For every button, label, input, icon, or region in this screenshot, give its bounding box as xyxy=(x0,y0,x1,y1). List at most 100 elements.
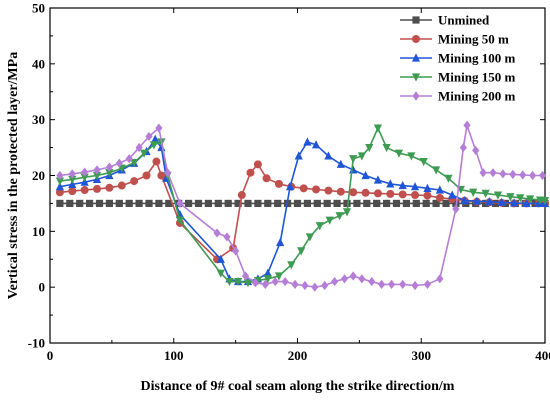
data-point xyxy=(357,152,366,161)
data-point xyxy=(263,268,272,277)
data-point xyxy=(506,193,515,202)
data-point xyxy=(264,199,272,208)
data-point xyxy=(386,179,395,188)
data-point xyxy=(469,188,478,197)
data-point xyxy=(293,199,302,208)
data-point xyxy=(363,199,371,208)
data-point xyxy=(540,197,550,206)
data-point xyxy=(105,169,114,178)
data-point xyxy=(373,175,383,184)
data-point xyxy=(472,145,480,155)
y-tick-label: 0 xyxy=(39,280,46,295)
data-point xyxy=(213,228,221,238)
data-point xyxy=(66,199,74,208)
data-point xyxy=(315,222,324,231)
data-point xyxy=(399,279,407,289)
data-point xyxy=(526,195,535,204)
data-point xyxy=(55,177,64,186)
data-point xyxy=(497,197,506,206)
x-tick-label: 100 xyxy=(164,348,184,363)
data-point xyxy=(251,278,260,288)
data-point xyxy=(86,199,94,208)
y-tick-label: 40 xyxy=(32,56,45,71)
legend-marker xyxy=(411,73,421,82)
data-point xyxy=(95,199,104,208)
data-point xyxy=(448,190,457,199)
data-point xyxy=(398,180,407,190)
data-point xyxy=(411,280,419,291)
data-point xyxy=(325,216,334,225)
data-point xyxy=(407,152,416,161)
data-point xyxy=(56,199,64,208)
data-point xyxy=(271,276,279,287)
data-point xyxy=(185,199,193,208)
data-point xyxy=(436,274,444,284)
data-point xyxy=(373,124,383,133)
data-point xyxy=(194,199,203,208)
data-point xyxy=(145,199,153,208)
data-point xyxy=(383,199,391,208)
data-point xyxy=(105,199,113,208)
data-point xyxy=(130,159,139,168)
data-point xyxy=(142,171,151,180)
data-point xyxy=(135,142,143,153)
legend-label: Unmined xyxy=(438,13,490,28)
data-point xyxy=(432,166,441,175)
data-point xyxy=(394,149,404,158)
data-point xyxy=(80,186,89,195)
data-point xyxy=(387,279,396,289)
legend-label: Mining 50 m xyxy=(438,32,509,47)
data-point xyxy=(165,199,173,208)
data-point xyxy=(149,141,159,150)
data-point xyxy=(232,246,240,256)
data-point xyxy=(125,199,133,208)
data-point xyxy=(435,185,444,194)
data-point xyxy=(529,170,537,181)
x-tick-label: 0 xyxy=(47,348,54,363)
legend-item: Mining 100 m xyxy=(400,51,515,66)
data-point xyxy=(489,168,497,178)
data-point xyxy=(285,182,295,191)
data-point xyxy=(254,199,262,208)
series-group xyxy=(55,120,550,292)
data-point xyxy=(463,120,471,130)
data-point xyxy=(276,237,285,247)
legend: Unmined Mining 50 m Mining 100 m Mining 150… xyxy=(400,13,515,104)
data-point xyxy=(105,162,113,172)
data-point xyxy=(324,186,333,195)
data-point xyxy=(299,184,308,193)
data-point xyxy=(155,123,163,133)
data-point xyxy=(373,199,381,208)
data-point xyxy=(349,271,357,281)
data-point xyxy=(294,151,303,160)
data-point xyxy=(145,131,153,142)
data-point xyxy=(175,216,185,225)
data-point xyxy=(68,175,77,185)
legend-marker xyxy=(412,35,420,43)
series-mining-200-m xyxy=(56,120,547,292)
legend-label: Mining 200 m xyxy=(438,89,515,104)
data-point xyxy=(358,274,366,284)
data-point xyxy=(460,196,469,205)
data-point xyxy=(335,212,344,221)
legend-marker xyxy=(411,53,421,62)
data-point xyxy=(452,204,460,214)
data-point xyxy=(80,173,89,182)
data-point xyxy=(305,233,314,242)
data-point xyxy=(522,198,531,208)
data-point xyxy=(274,272,284,281)
data-point xyxy=(410,182,420,191)
data-point xyxy=(287,261,296,270)
data-point xyxy=(365,143,374,153)
data-point xyxy=(331,276,339,287)
data-point xyxy=(444,174,453,183)
data-point xyxy=(402,199,410,208)
y-tick-label: 10 xyxy=(32,224,45,239)
data-point xyxy=(281,276,289,287)
data-point xyxy=(81,167,89,177)
data-point xyxy=(125,154,133,164)
x-axis-title: Distance of 9# coal seam along the strik… xyxy=(141,379,455,394)
data-point xyxy=(157,171,166,180)
y-tick-label: 50 xyxy=(32,1,45,16)
